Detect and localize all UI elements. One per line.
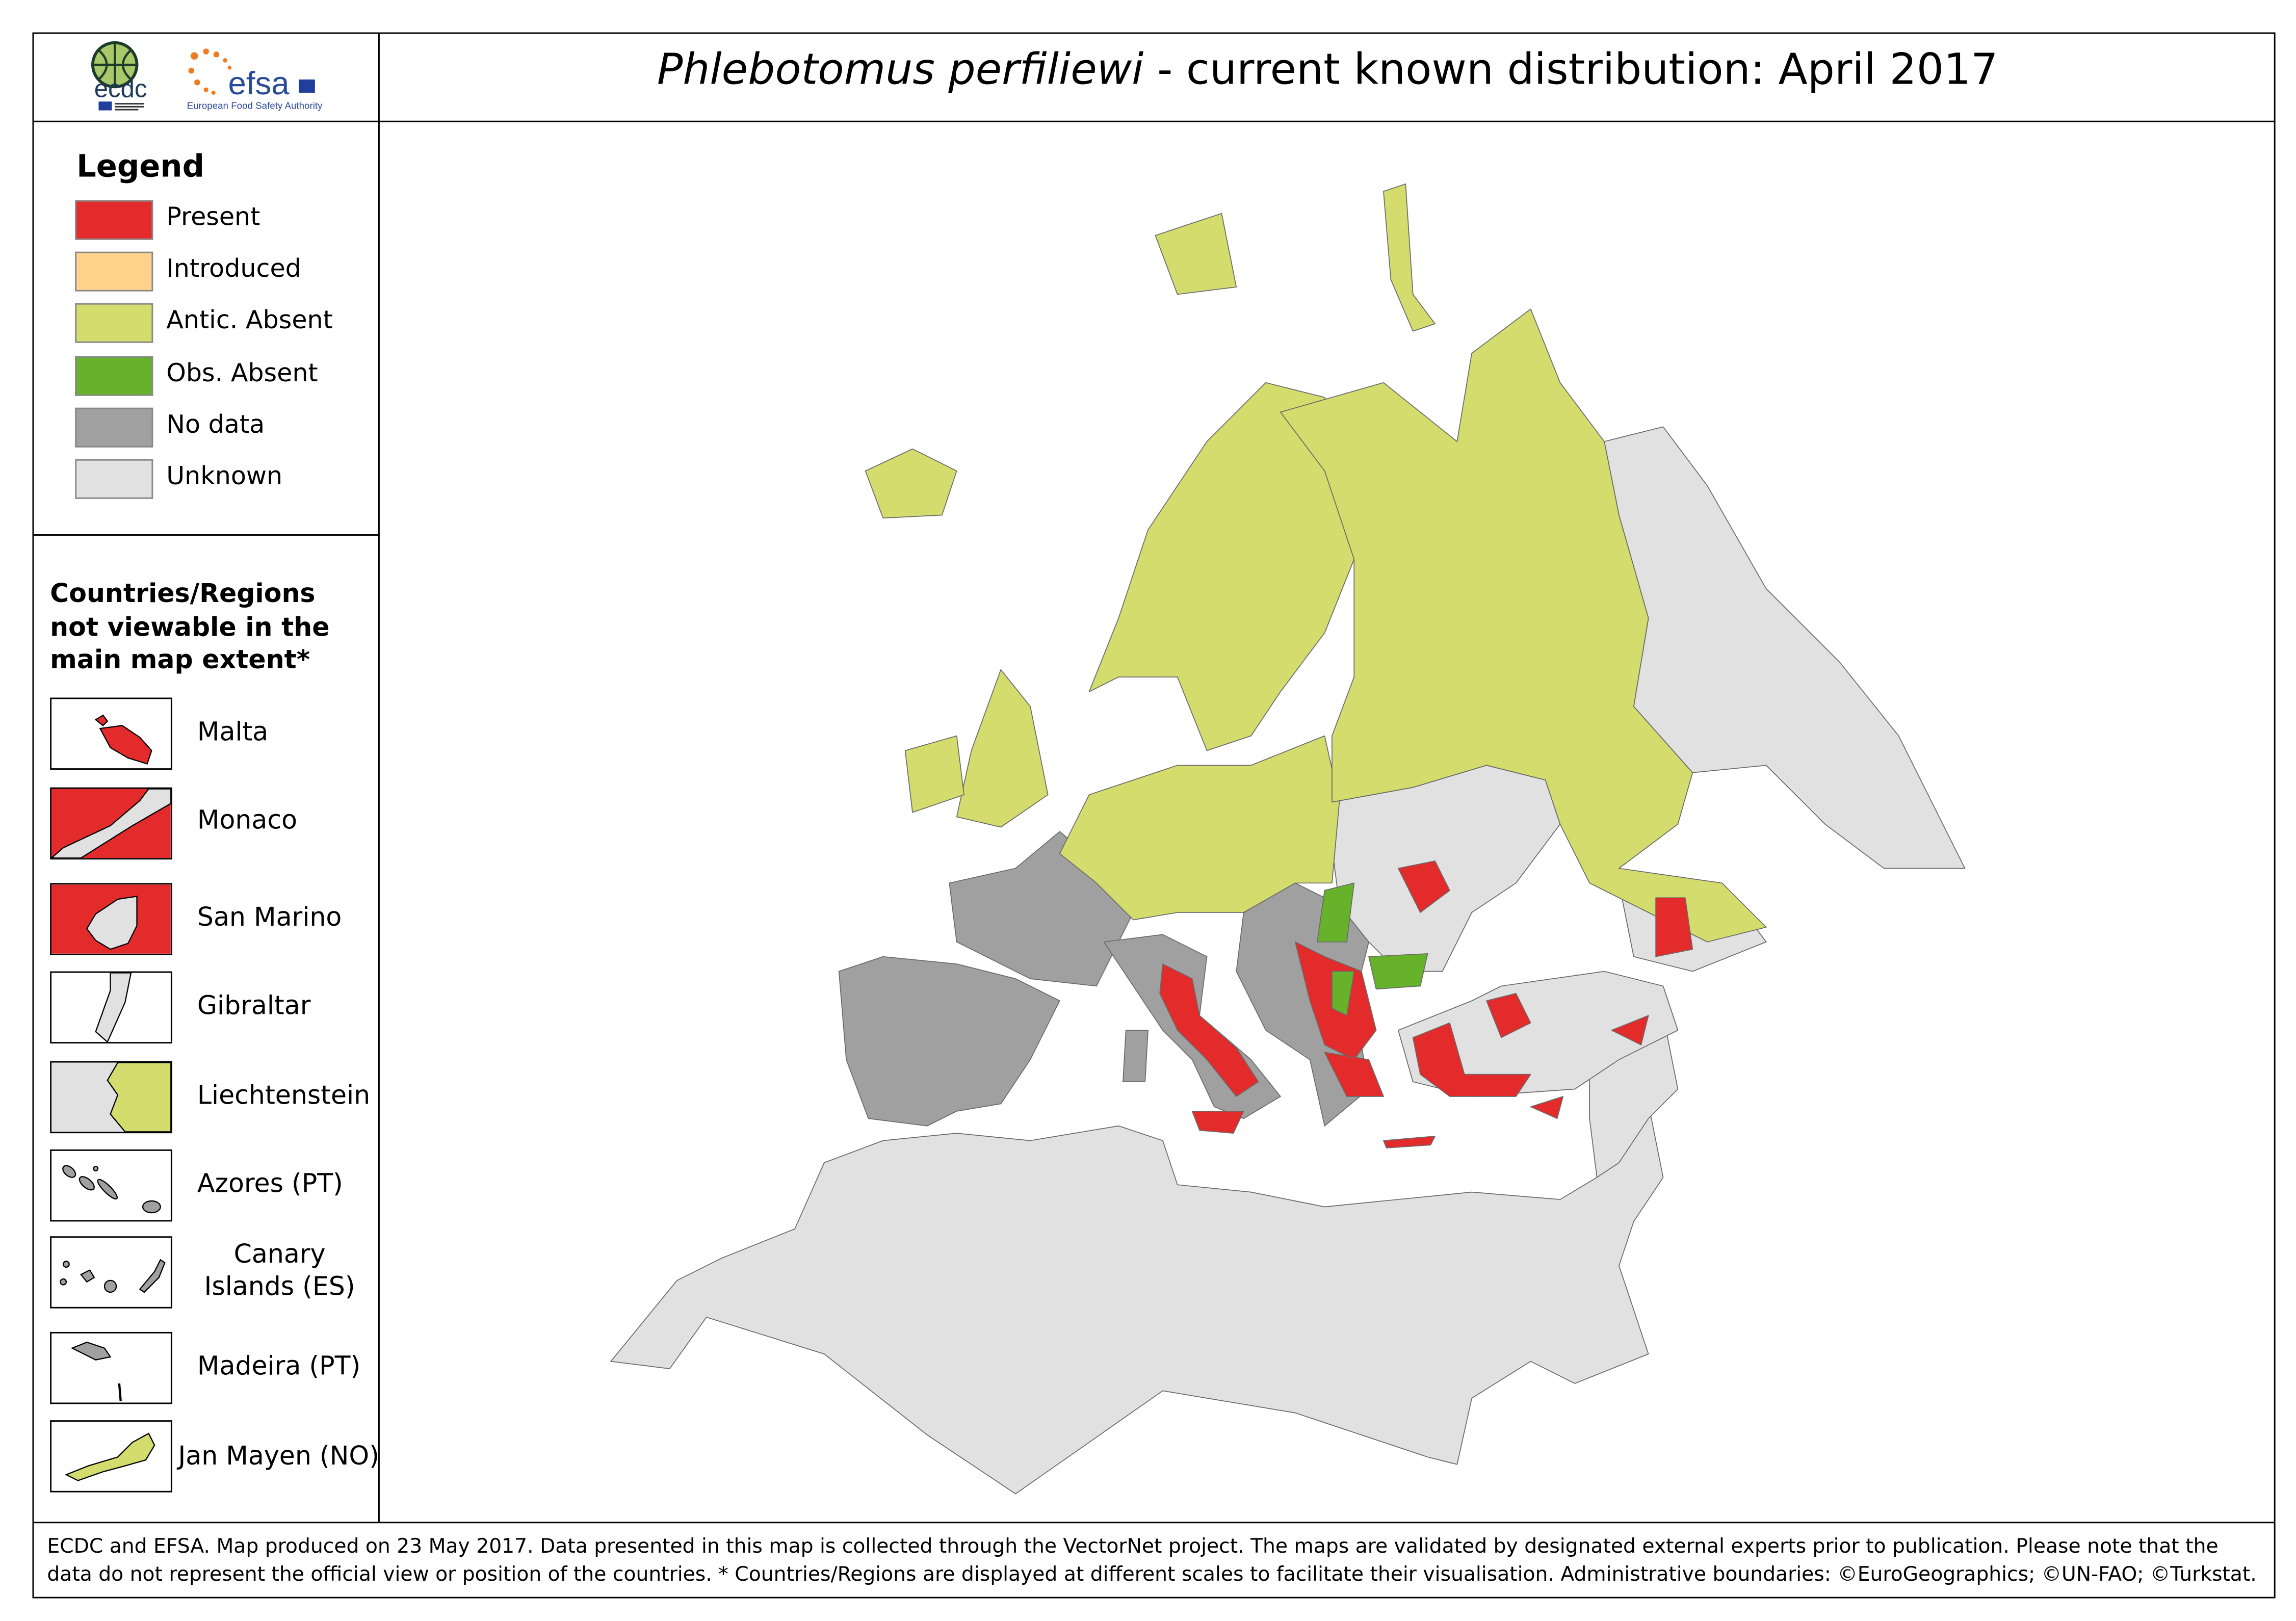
present-italy [1159,963,1259,1097]
region-great-britain [956,669,1049,828]
region-sardinia [1123,1030,1149,1082]
legend-swatch [75,459,153,499]
inset-label-monaco: Monaco [197,806,298,836]
present-sicily [1191,1110,1244,1134]
legend-swatch [75,356,153,396]
inset-label-canary-islands: Canary Islands (ES) [204,1240,355,1303]
ecdc-logo: ecdc efsa European Food Safety Authority [91,41,323,111]
inset-monaco [50,787,172,860]
region-iberia [838,956,1060,1127]
title-species: Phlebotomus perfiliewi [657,44,1144,94]
present-romania [1397,860,1450,913]
insets-title: Countries/Regions not viewable in the ma… [50,580,330,676]
region-iceland [865,448,957,519]
obs-absent-croatia-serbia [1317,882,1355,943]
header-divider [32,120,2276,122]
region-russia-west [1280,308,1767,943]
inset-label-gibraltar: Gibraltar [197,991,311,1022]
inset-label-san-marino: San Marino [197,903,342,933]
footer-divider [32,1522,2276,1524]
inset-jan-mayen [50,1420,172,1493]
inset-madeira [50,1331,172,1404]
inset-canary-islands [50,1236,172,1309]
region-ireland [904,735,964,813]
inset-label-liechtenstein: Liechtenstein [197,1082,371,1111]
efsa-subtitle: European Food Safety Authority [187,100,323,111]
region-north-africa [610,1103,1664,1495]
legend-label: Introduced [166,254,301,284]
legend-label: Obs. Absent [166,359,318,389]
ecdc-wordmark: ecdc [94,75,147,103]
region-novaya-zemlya [1383,184,1436,332]
efsa-stars-icon [188,48,232,95]
inset-label-malta: Malta [197,718,269,748]
inset-san-marino [50,883,172,955]
footer-credits: ECDC and EFSA. Map produced on 23 May 20… [47,1535,2257,1587]
inset-azores [50,1149,172,1222]
inset-label-azores: Azores (PT) [197,1170,343,1200]
logos: ecdc efsa European Food Safety Authority [73,38,338,118]
present-greece [1324,1052,1384,1097]
obs-absent-macedonia [1332,971,1355,1016]
map-frame [32,32,2276,1599]
present-turkey-west [1412,1022,1531,1097]
legend-title: Legend [76,148,205,184]
title-rest: - current known distribution: April 2017 [1143,44,1998,94]
inset-malta [50,697,172,770]
present-caucasus [1655,897,1693,957]
present-cyprus [1530,1096,1564,1119]
legend-label: Unknown [166,462,283,492]
present-turkey-east [1611,1015,1649,1045]
present-crete [1383,1136,1436,1148]
legend-swatch [75,407,153,448]
panel-divider [378,32,380,1522]
legend-label: Antic. Absent [166,306,333,336]
inset-gibraltar [50,971,172,1044]
legend-swatch [75,251,153,292]
obs-absent-areas [1317,882,1428,1016]
efsa-wordmark: efsa [228,66,290,101]
present-turkey-central [1486,992,1531,1038]
legend-swatch [75,200,153,240]
legend-label: Present [166,203,260,233]
distribution-map [610,184,1966,1495]
inset-label-madeira: Madeira (PT) [197,1352,361,1382]
region-svalbard [1155,213,1237,295]
region-central-europe [1059,735,1340,921]
legend-divider [32,534,380,536]
inset-liechtenstein [50,1061,172,1134]
page-title: Phlebotomus perfiliewi - current known d… [380,44,2276,94]
inset-label-jan-mayen: Jan Mayen (NO) [178,1442,379,1472]
obs-absent-bulgaria [1368,953,1428,990]
legend-label: No data [166,410,265,440]
legend-swatch [75,303,153,343]
